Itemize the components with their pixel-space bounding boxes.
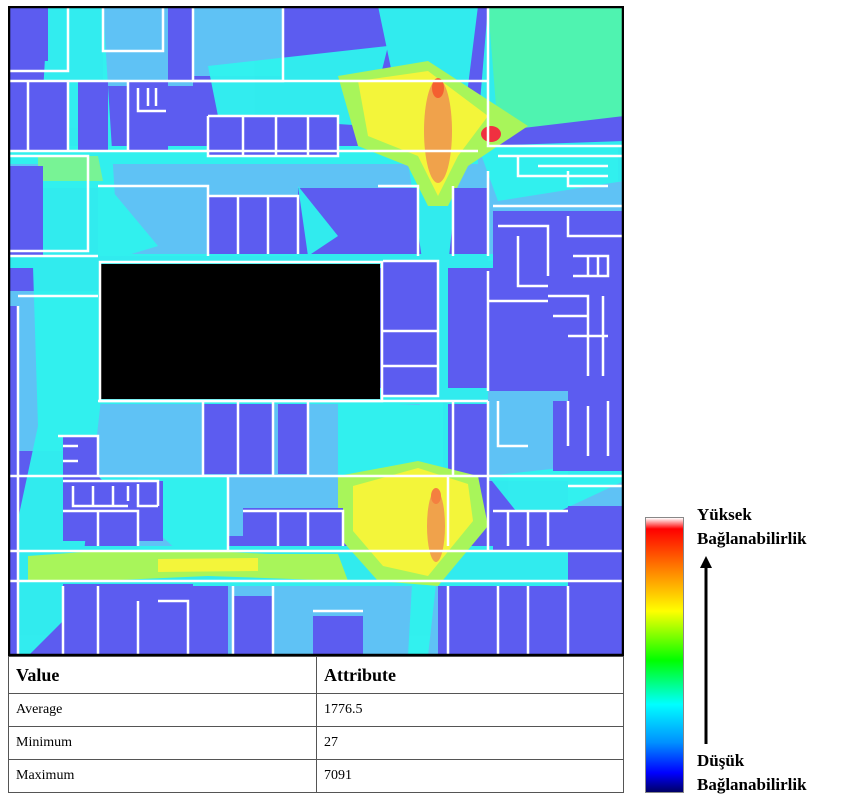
row-value: 1776.5 xyxy=(316,693,624,727)
legend-high-line2: Bağlanabilirlik xyxy=(697,529,807,548)
table-row: Maximum 7091 xyxy=(8,759,624,793)
plan-frame xyxy=(8,6,624,656)
legend-high-line1: Yüksek xyxy=(697,505,752,524)
legend-high-label: Yüksek Bağlanabilirlik xyxy=(697,503,807,551)
row-label: Average xyxy=(8,693,317,727)
floor-plan-connectivity-map xyxy=(8,6,624,656)
table-row: Minimum 27 xyxy=(8,726,624,760)
central-core-block xyxy=(100,264,380,399)
walls xyxy=(8,6,624,656)
table-row: Average 1776.5 xyxy=(8,693,624,727)
upper-right-green-zone xyxy=(488,6,624,131)
statistics-table: Value Attribute Average 1776.5 Minimum 2… xyxy=(8,656,624,793)
up-arrow-icon xyxy=(700,556,712,744)
row-label: Minimum xyxy=(8,726,317,760)
legend-color-scale xyxy=(645,517,684,793)
header-value: Value xyxy=(8,656,317,694)
legend-low-line2: Bağlanabilirlik xyxy=(697,775,807,794)
legend-low-label: Düşük Bağlanabilirlik xyxy=(697,749,807,797)
low-connectivity-rooms xyxy=(8,6,624,656)
peak-connectivity-spots xyxy=(424,78,501,562)
table-header-row: Value Attribute xyxy=(8,656,624,694)
row-value: 27 xyxy=(316,726,624,760)
row-label: Maximum xyxy=(8,759,317,793)
header-attribute: Attribute xyxy=(316,656,624,694)
legend-low-line1: Düşük xyxy=(697,751,745,770)
row-value: 7091 xyxy=(316,759,624,793)
